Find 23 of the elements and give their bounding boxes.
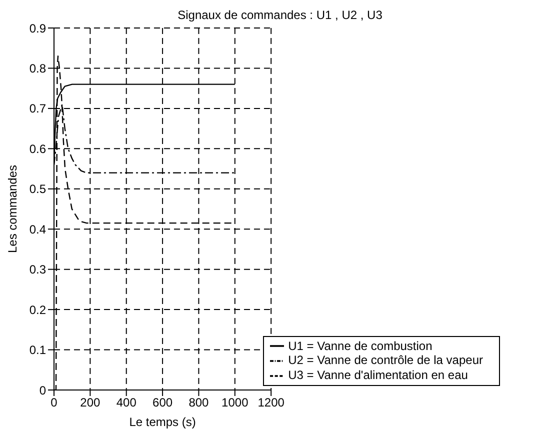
x-tick-label: 800 — [188, 396, 210, 410]
x-tick-label: 0 — [50, 396, 58, 410]
x-tick-label: 200 — [80, 396, 101, 410]
y-tick-label: 0.5 — [29, 182, 46, 196]
legend-label: U1 = Vanne de combustion — [288, 338, 432, 353]
y-tick-label: 0.9 — [29, 21, 46, 36]
x-axis-title: Le temps (s) — [129, 415, 196, 429]
y-tick-label: 0.6 — [29, 142, 46, 156]
y-tick-label: 0.8 — [29, 61, 46, 76]
legend-label: U3 = Vanne d'alimentation en eau — [288, 368, 468, 382]
y-axis-title: Les commandes — [5, 164, 20, 254]
y-tick-label: 0.2 — [29, 302, 46, 317]
y-tick-label: 0.4 — [29, 222, 46, 236]
x-tick-label: 1200 — [258, 396, 285, 410]
y-tick-label: 0.3 — [29, 262, 46, 277]
x-tick-label: 1000 — [222, 396, 249, 410]
chart-title: Signaux de commandes : U1 , U2 , U3 — [176, 8, 384, 22]
legend-label: U2 = Vanne de contrôle de la vapeur — [288, 353, 483, 368]
y-tick-label: 0.1 — [29, 343, 46, 358]
x-tick-label: 600 — [152, 396, 173, 410]
y-tick-label: 0.7 — [29, 102, 46, 116]
y-tick-label: 0 — [39, 383, 46, 398]
x-tick-label: 400 — [116, 396, 137, 410]
